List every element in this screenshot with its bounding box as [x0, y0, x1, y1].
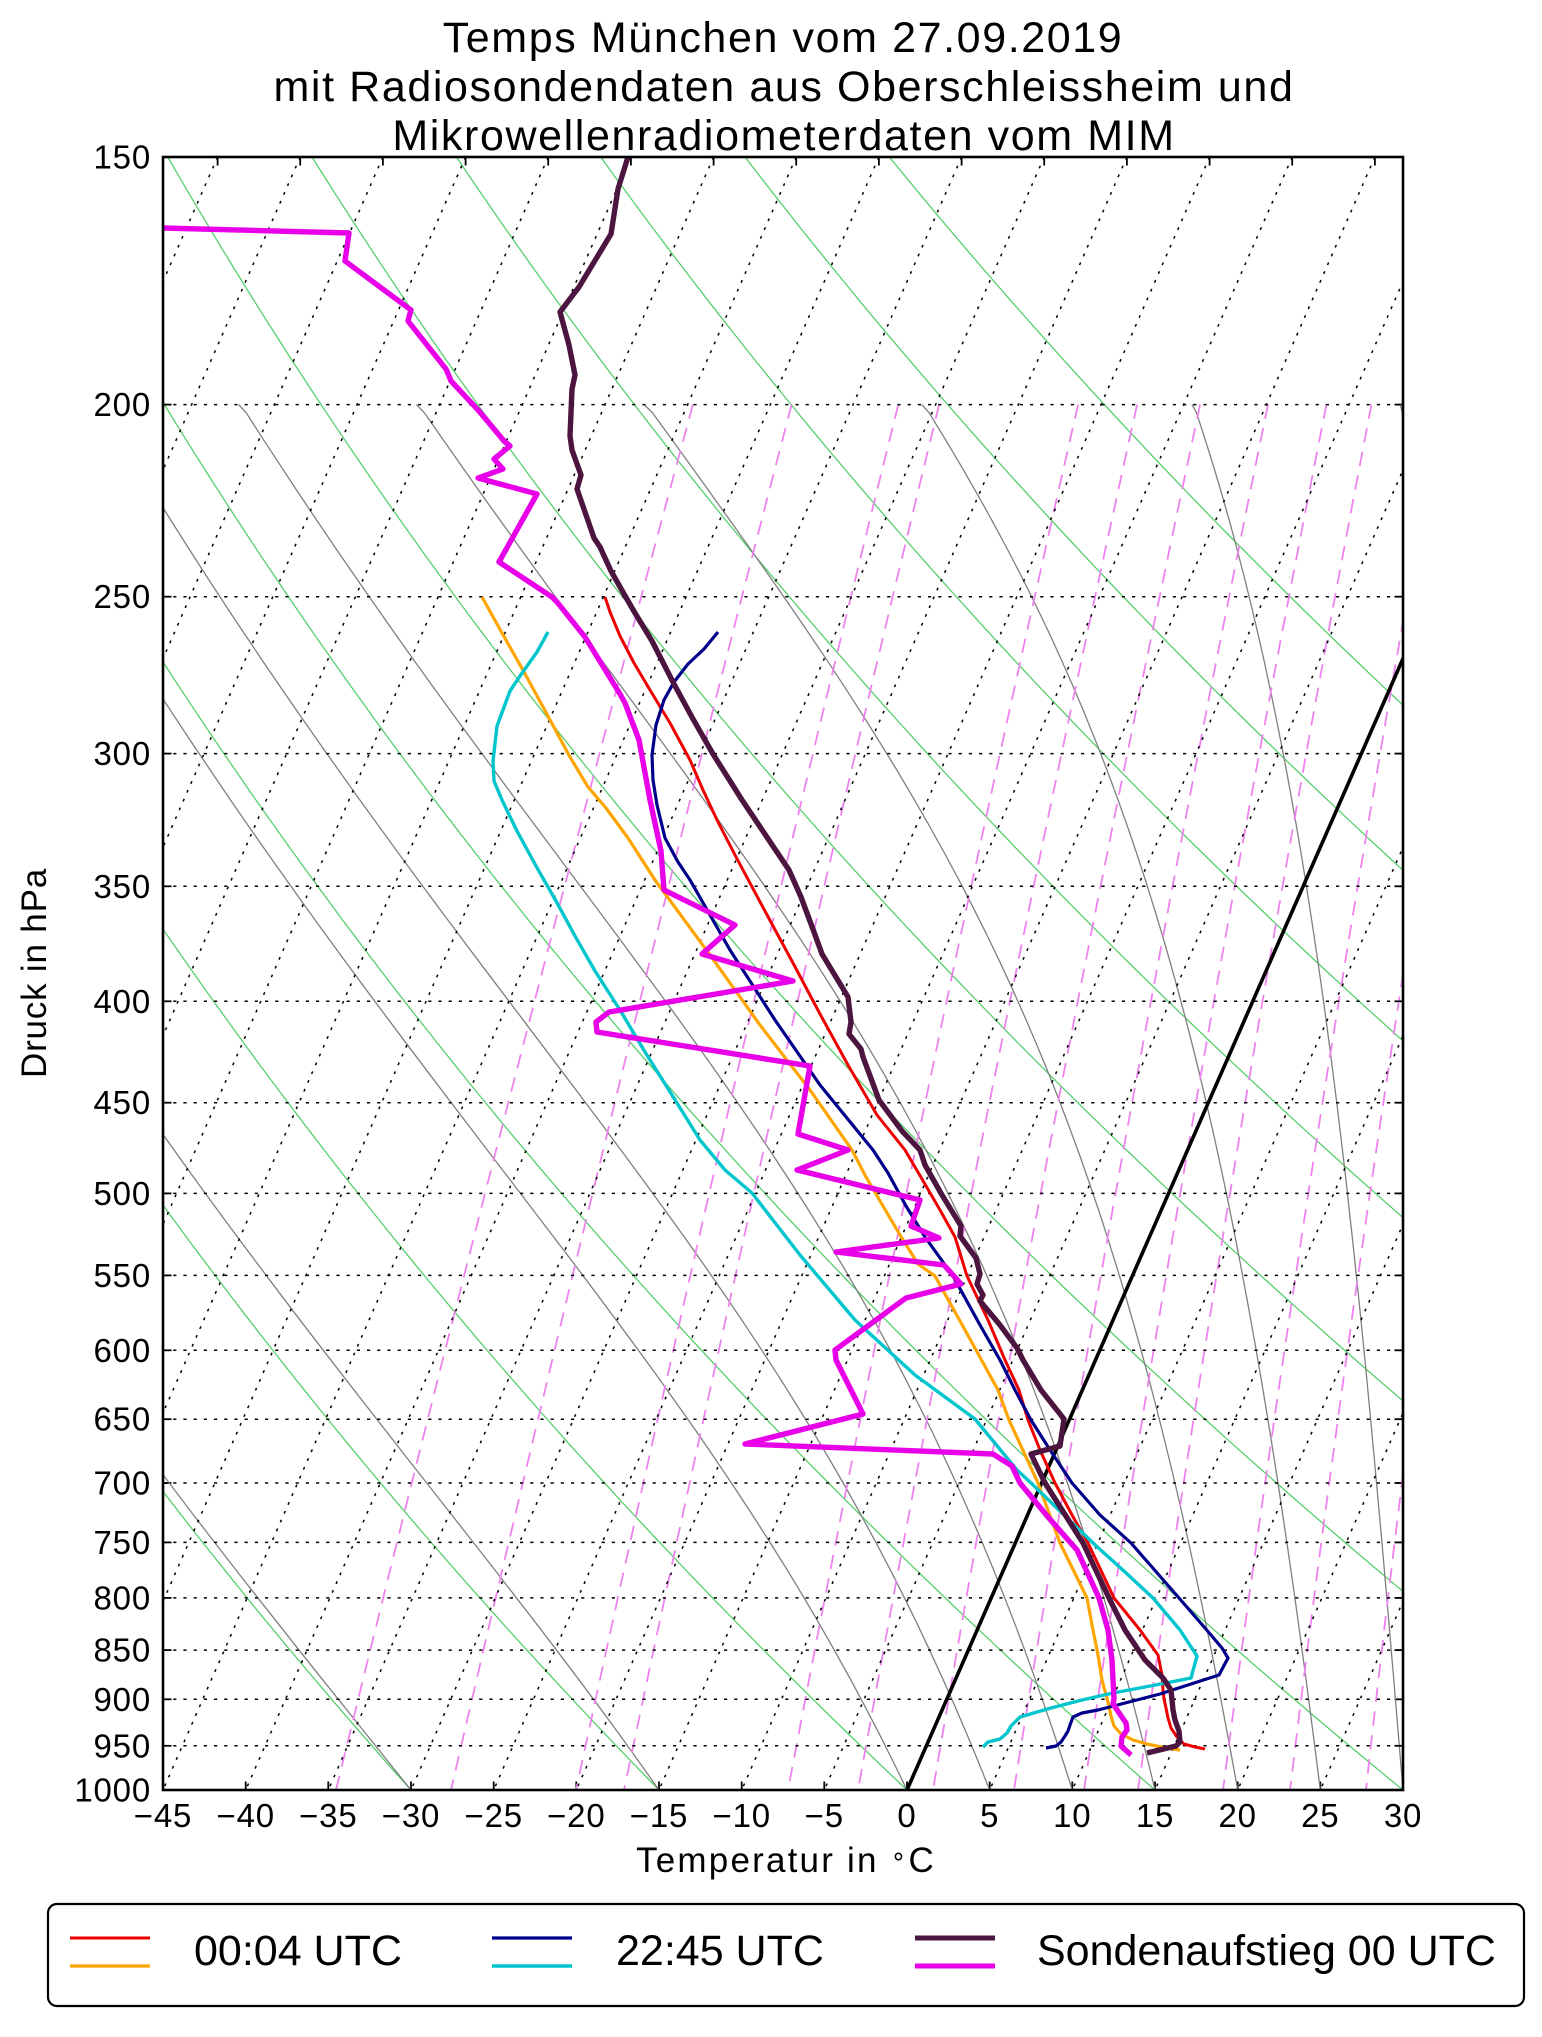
svg-text:750: 750: [94, 1524, 151, 1561]
svg-text:950: 950: [94, 1727, 151, 1764]
svg-text:22:45 UTC: 22:45 UTC: [616, 1927, 824, 1975]
svg-text:850: 850: [94, 1632, 151, 1669]
svg-text:550: 550: [94, 1257, 151, 1294]
svg-text:−10: −10: [713, 1797, 771, 1834]
svg-text:Mikrowellenradiometerdaten vom: Mikrowellenradiometerdaten vom MIM: [392, 112, 1175, 160]
svg-text:700: 700: [94, 1465, 151, 1502]
svg-text:150: 150: [94, 139, 151, 176]
svg-text:0: 0: [897, 1797, 916, 1834]
svg-text:−35: −35: [299, 1797, 357, 1834]
svg-text:650: 650: [94, 1401, 151, 1438]
svg-text:900: 900: [94, 1681, 151, 1718]
svg-text:−15: −15: [630, 1797, 688, 1834]
svg-text:450: 450: [94, 1084, 151, 1121]
svg-text:15: 15: [1136, 1797, 1174, 1834]
svg-text:Temperatur in ∘C: Temperatur in ∘C: [636, 1841, 936, 1880]
svg-text:Druck in hPa: Druck in hPa: [15, 868, 54, 1078]
svg-text:00:04 UTC: 00:04 UTC: [194, 1927, 402, 1975]
svg-text:−20: −20: [547, 1797, 605, 1834]
svg-text:250: 250: [94, 578, 151, 615]
svg-text:600: 600: [94, 1332, 151, 1369]
svg-text:−25: −25: [465, 1797, 523, 1834]
svg-text:mit Radiosondendaten aus Obers: mit Radiosondendaten aus Oberschleisshei…: [274, 63, 1295, 111]
svg-text:200: 200: [94, 386, 151, 423]
svg-text:1000: 1000: [74, 1772, 151, 1809]
svg-text:−40: −40: [217, 1797, 275, 1834]
svg-text:5: 5: [980, 1797, 999, 1834]
svg-text:25: 25: [1301, 1797, 1339, 1834]
svg-text:10: 10: [1053, 1797, 1091, 1834]
svg-text:500: 500: [94, 1175, 151, 1212]
svg-text:Sondenaufstieg 00 UTC: Sondenaufstieg 00 UTC: [1037, 1927, 1496, 1975]
svg-text:30: 30: [1384, 1797, 1422, 1834]
svg-text:−5: −5: [805, 1797, 844, 1834]
svg-text:20: 20: [1219, 1797, 1257, 1834]
svg-text:800: 800: [94, 1579, 151, 1616]
svg-text:300: 300: [94, 735, 151, 772]
svg-text:350: 350: [94, 868, 151, 905]
svg-text:400: 400: [94, 983, 151, 1020]
svg-text:−30: −30: [382, 1797, 440, 1834]
svg-text:Temps München vom 27.09.2019: Temps München vom 27.09.2019: [443, 14, 1124, 62]
svg-text:−45: −45: [134, 1797, 192, 1834]
